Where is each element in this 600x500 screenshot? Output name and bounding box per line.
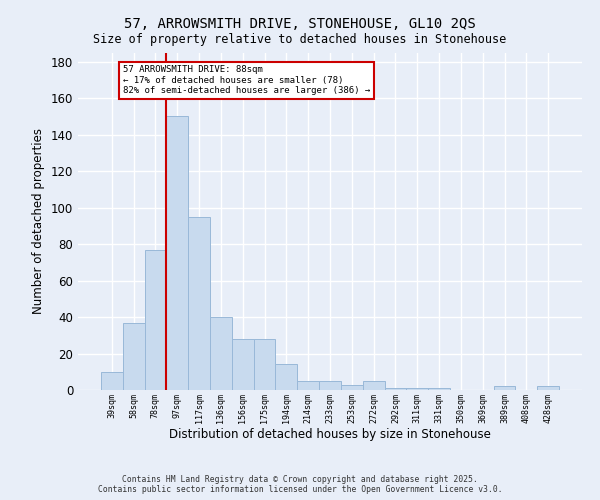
Y-axis label: Number of detached properties: Number of detached properties (32, 128, 45, 314)
Text: Size of property relative to detached houses in Stonehouse: Size of property relative to detached ho… (94, 32, 506, 46)
Bar (363, 381, 385, 390)
Bar (494, 386, 515, 390)
Bar (254, 339, 275, 390)
Bar (188, 216, 210, 390)
Text: Contains HM Land Registry data © Crown copyright and database right 2025.
Contai: Contains HM Land Registry data © Crown c… (98, 474, 502, 494)
Bar (319, 381, 341, 390)
Bar (275, 364, 297, 390)
Bar (101, 372, 123, 390)
Bar (166, 116, 188, 390)
Bar (537, 386, 559, 390)
Bar (297, 381, 319, 390)
Bar (210, 317, 232, 390)
Text: 57, ARROWSMITH DRIVE, STONEHOUSE, GL10 2QS: 57, ARROWSMITH DRIVE, STONEHOUSE, GL10 2… (124, 18, 476, 32)
Bar (232, 339, 254, 390)
Bar (385, 388, 406, 390)
Bar (123, 322, 145, 390)
X-axis label: Distribution of detached houses by size in Stonehouse: Distribution of detached houses by size … (169, 428, 491, 442)
Bar (406, 388, 428, 390)
Text: 57 ARROWSMITH DRIVE: 88sqm
← 17% of detached houses are smaller (78)
82% of semi: 57 ARROWSMITH DRIVE: 88sqm ← 17% of deta… (123, 66, 370, 95)
Bar (341, 384, 363, 390)
Bar (145, 250, 166, 390)
Bar (428, 388, 450, 390)
